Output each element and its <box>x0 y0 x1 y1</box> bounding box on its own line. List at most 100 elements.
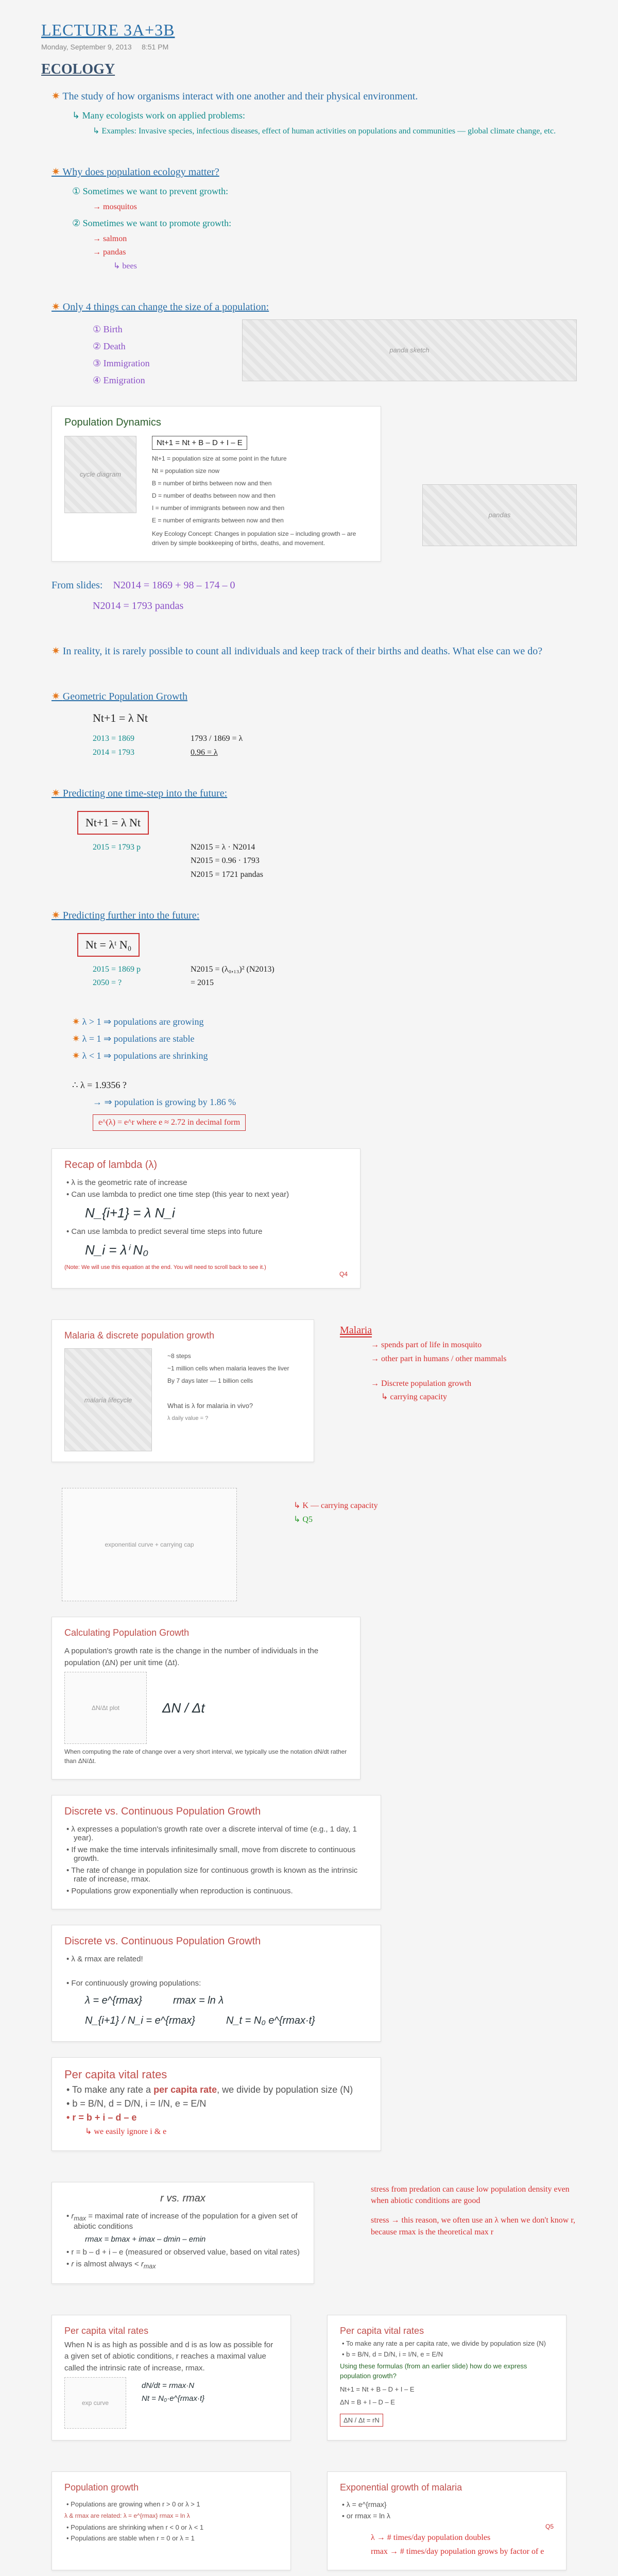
rvr-b3: r is almost always < rmax <box>74 2260 301 2270</box>
pcvl-text: When N is as high as possible and d is a… <box>64 2340 278 2375</box>
p1-box: Nt+1 = λ Nt <box>77 811 149 835</box>
geo-g2: 2014 = 1793 <box>93 747 144 758</box>
exp-chart-sketch: exponential curve + carrying cap <box>62 1488 237 1601</box>
p2-box: Nt = λᵗ N₀ <box>77 933 140 957</box>
dc2-b2: For continuously growing populations: <box>74 1979 368 1988</box>
p1-ex0: N2015 = λ · N2014 <box>191 842 263 853</box>
expmal-slide: Exponential growth of malaria λ = e^{rma… <box>327 2471 566 2570</box>
recap-f1: N_{i+1} = λ N_i <box>85 1205 348 1221</box>
dc2-f2: rmax = ln λ <box>173 1995 224 2007</box>
calc-growth-slide: Calculating Population Growth A populati… <box>52 1617 360 1780</box>
rvr-eq1: rmax = bmax + imax – dmin – emin <box>85 2235 301 2244</box>
panda-sketch-a: panda sketch <box>242 319 577 381</box>
malaria-anno-title: Malaria <box>340 1325 372 1337</box>
popdyn-figure: cycle diagram <box>64 436 136 513</box>
lecture-title: LECTURE 3A+3B <box>41 21 577 40</box>
interp-note-text: e^(λ) = e^r where e ≈ 2.72 in decimal fo… <box>98 1118 240 1127</box>
popdyn-title: Population Dynamics <box>64 417 368 429</box>
p2-g1: 2015 = 1869 p <box>93 964 144 975</box>
topic-heading: ECOLOGY <box>41 61 577 78</box>
cg-note: When computing the rate of change over a… <box>64 1747 348 1766</box>
p1-ex3: N2015 = 1721 pandas <box>191 869 263 880</box>
geo-formula: Nt+1 = λ Nt <box>93 709 577 727</box>
dc2-f4: N_t = N₀ e^{rmax·t} <box>226 2015 315 2027</box>
geo-title: Geometric Population Growth <box>52 688 577 705</box>
interp-l1: λ > 1 ⇒ populations are growing <box>72 1015 577 1029</box>
rvr-b2: r = b – d + i – e (measured or observed … <box>74 2248 301 2257</box>
pg-l2: λ & rmax are related: λ = e^{rmax} rmax … <box>64 2511 278 2520</box>
pcv-left-slide: Per capita vital rates When N is as high… <box>52 2315 291 2441</box>
interp-note: e^(λ) = e^r where e ≈ 2.72 in decimal fo… <box>93 1114 246 1131</box>
p1-title: Predicting one time-step into the future… <box>52 785 577 802</box>
dc1-b1: λ expresses a population's growth rate o… <box>74 1825 368 1842</box>
cg-f: ΔN / Δt <box>162 1700 205 1716</box>
pcv-right-slide: Per capita vital rates To make any rate … <box>327 2315 566 2441</box>
malaria-anno2: other part in humans / other mammals <box>371 1353 577 1365</box>
popdyn-slide: Population Dynamics cycle diagram Nt+1 =… <box>52 406 381 562</box>
interp-ans: ⇒ population is growing by 1.86 % <box>93 1095 577 1109</box>
pg-l4: Populations are stable when r = 0 or λ =… <box>74 2534 278 2542</box>
why-title: Why does population ecology matter? <box>52 164 577 180</box>
why-b2a: salmon <box>93 233 577 245</box>
malaria-ans: λ daily value = ? <box>167 1414 289 1423</box>
p1-ex2: N2015 = 0.96 · 1793 <box>191 855 263 867</box>
geo-g1: 2013 = 1869 <box>93 733 144 744</box>
em-title: Exponential growth of malaria <box>340 2482 554 2493</box>
disccont1-slide: Discrete vs. Continuous Population Growt… <box>52 1795 381 1909</box>
popdyn-leg-d: D = number of deaths between now and the… <box>152 491 368 500</box>
cg-text: A population's growth rate is the change… <box>64 1646 348 1669</box>
fromslides-label: From slides: <box>52 580 102 591</box>
cg-title: Calculating Population Growth <box>64 1628 348 1638</box>
malaria-anno4: carrying capacity <box>381 1392 577 1403</box>
dc1-b4: Populations grow exponentially when repr… <box>74 1887 368 1895</box>
chart-anno-1: K — carrying capacity <box>294 1500 546 1512</box>
disccont2-slide: Discrete vs. Continuous Population Growt… <box>52 1925 381 2042</box>
dc2-f1: λ = e^{rmax} <box>85 1995 142 2007</box>
recap-slide: Recap of lambda (λ) λ is the geometric r… <box>52 1148 360 1289</box>
popgrowth-slide: Population growth Populations are growin… <box>52 2471 291 2570</box>
why-b2b: pandas <box>93 247 577 258</box>
p1-given: 2015 = 1793 p <box>93 842 144 853</box>
geo-c2: 0.96 = λ <box>191 747 243 758</box>
recap-b3: Can use lambda to predict several time s… <box>74 1227 348 1236</box>
em-l4: λ → # times/day population doubles <box>371 2532 554 2544</box>
pcvr-sub: Using these formulas (from an earlier sl… <box>340 2361 554 2381</box>
four-i: ③ Immigration <box>93 357 227 370</box>
rvr-b1: rmax = rmax = maximal rate of increase o… <box>74 2212 301 2231</box>
pc-b2: b = B/N, d = D/N, i = I/N, e = E/N <box>74 2098 368 2109</box>
pcvr-f2: ΔN = B + I – D – E <box>340 2397 554 2408</box>
malaria-figure: malaria lifecycle <box>64 1348 152 1451</box>
pcvl-f1: dN/dt = rmax·N <box>142 2381 204 2390</box>
pcvr-f1: Nt+1 = Nt + B – D + I – E <box>340 2384 554 2395</box>
malaria-slide: Malaria & discrete population growth mal… <box>52 1319 314 1462</box>
popdyn-leg-nt: Nt = population size now <box>152 466 368 476</box>
em-l2: or rmax = ln λ <box>349 2512 554 2520</box>
intro-examples: Examples: Invasive species, infectious d… <box>93 126 577 137</box>
four-e: ④ Emigration <box>93 374 227 387</box>
p2-ex3: = 2015 <box>191 977 274 989</box>
recap-foot: (Note: We will use this equation at the … <box>64 1264 348 1270</box>
dc2-b2-text: For continuously growing populations: <box>71 1979 201 1988</box>
cg-chart: ΔN/Δt plot <box>64 1672 147 1744</box>
why-b1: ① Sometimes we want to prevent growth: <box>72 184 577 198</box>
four-d-text: Death <box>104 341 126 351</box>
em-l5: rmax → # times/day population grows by f… <box>371 2546 554 2557</box>
pcvr-b2: b = B/N, d = D/N, i = I/N, e = E/N <box>349 2350 554 2358</box>
fromslides-ans: N2014 = 1793 pandas <box>93 598 577 614</box>
pg-l1: Populations are growing when r > 0 or λ … <box>74 2500 278 2508</box>
rvr-title: r vs. rmax <box>64 2193 301 2205</box>
dc1-b2: If we make the time intervals infinitesi… <box>74 1845 368 1863</box>
rvr-side1: stress from predation can cause low popu… <box>371 2184 577 2207</box>
p2-title: Predicting further into the future: <box>52 907 577 924</box>
popdyn-leg-b: B = number of births between now and the… <box>152 479 368 488</box>
why-b1a: mosquitos <box>93 201 577 213</box>
dc2-b1: λ & rmax are related! <box>74 1955 368 1963</box>
recap-b2: Can use lambda to predict one time step … <box>74 1190 348 1199</box>
pcvr-title: Per capita vital rates <box>340 2326 554 2336</box>
dc2-b1-text: λ & rmax are related! <box>71 1955 143 1963</box>
pg-title: Population growth <box>64 2482 278 2493</box>
pcvl-f2: Nt = N₀·e^{rmax·t} <box>142 2394 204 2403</box>
malaria-anno3: Discrete population growth <box>371 1378 577 1389</box>
four-b: ① Birth <box>93 323 227 336</box>
why-b2-text: Sometimes we want to promote growth: <box>83 218 231 228</box>
